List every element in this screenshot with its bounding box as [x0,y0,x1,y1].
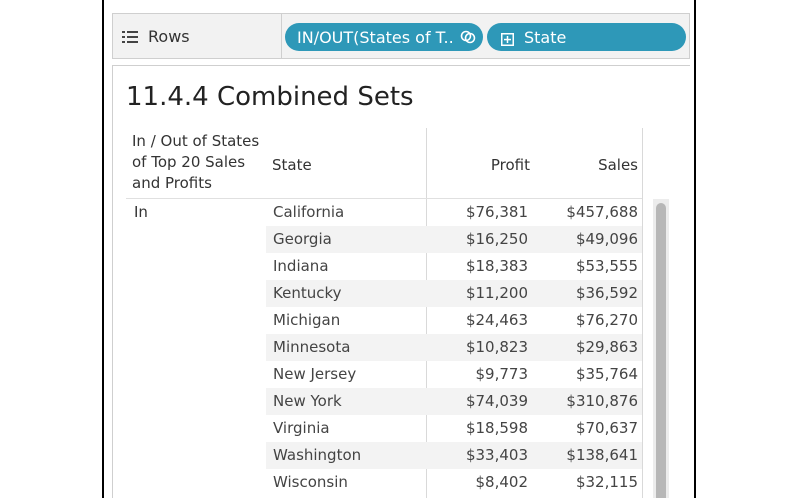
state-cell: Virginia [273,419,330,437]
profit-cell: $24,463 [465,311,528,329]
table-row[interactable]: Virginia $18,598 $70,637 [266,415,642,442]
profit-cell: $18,383 [465,257,528,275]
sales-cell: $53,555 [575,257,638,275]
state-cell: Indiana [273,257,329,275]
group-label: In [134,203,148,221]
column-header-inout: In / Out of States of Top 20 Sales and P… [132,132,260,192]
divider [642,128,643,498]
profit-cell: $18,598 [465,419,528,437]
table-body: California $76,381 $457,688 Georgia $16,250 $… [266,199,642,496]
table-row[interactable]: California $76,381 $457,688 [266,199,642,226]
rows-list-icon [122,29,138,43]
sales-cell: $29,863 [575,338,638,356]
table-row[interactable]: New York $74,039 $310,876 [266,388,642,415]
sales-cell: $32,115 [575,473,638,491]
table-row[interactable]: New Jersey $9,773 $35,764 [266,361,642,388]
scrollbar-thumb[interactable] [656,203,666,498]
table-row[interactable]: Minnesota $10,823 $29,863 [266,334,642,361]
column-header-profit: Profit [490,156,530,174]
expand-plus-icon [501,31,514,46]
set-pill[interactable]: IN/OUT(States of T.. [285,23,483,51]
rows-shelf: Rows IN/OUT(States of T.. State [112,13,690,59]
table-row[interactable]: Wisconsin $8,402 $32,115 [266,469,642,496]
sales-cell: $35,764 [575,365,638,383]
state-pill-label: State [524,27,567,47]
sales-cell: $310,876 [566,392,638,410]
state-cell: Minnesota [273,338,351,356]
column-header-state: State [272,156,312,174]
tableau-worksheet: Rows IN/OUT(States of T.. State [102,0,696,498]
column-header-sales: Sales [598,156,638,174]
sales-cell: $457,688 [566,203,638,221]
profit-cell: $10,823 [465,338,528,356]
divider [426,128,427,498]
profit-cell: $11,200 [465,284,528,302]
profit-cell: $33,403 [465,446,528,464]
profit-cell: $9,773 [475,365,529,383]
rows-label: Rows [148,26,190,46]
sales-cell: $76,270 [575,311,638,329]
profit-cell: $8,402 [475,473,529,491]
set-pill-label: IN/OUT(States of T.. [297,27,454,47]
sales-cell: $70,637 [575,419,638,437]
table-row[interactable]: Kentucky $11,200 $36,592 [266,280,642,307]
profit-cell: $16,250 [465,230,528,248]
state-cell: New York [273,392,342,410]
state-cell: Georgia [273,230,332,248]
state-cell: New Jersey [273,365,357,383]
state-pill[interactable]: State [487,23,686,51]
table-row[interactable]: Georgia $16,250 $49,096 [266,226,642,253]
state-cell: California [273,203,345,221]
state-cell: Wisconsin [273,473,348,491]
sales-cell: $138,641 [566,446,638,464]
sales-cell: $49,096 [575,230,638,248]
state-cell: Washington [273,446,362,464]
table-row[interactable]: Michigan $24,463 $76,270 [266,307,642,334]
viz-area [112,65,690,498]
sales-cell: $36,592 [575,284,638,302]
profit-cell: $76,381 [465,203,528,221]
table-row[interactable]: Indiana $18,383 $53,555 [266,253,642,280]
header-divider [126,198,642,199]
rows-shelf-label: Rows [113,14,282,58]
sheet-title: 11.4.4 Combined Sets [126,82,414,112]
table-row[interactable]: Washington $33,403 $138,641 [266,442,642,469]
state-cell: Michigan [273,311,341,329]
profit-cell: $74,039 [465,392,528,410]
combined-set-icon [460,29,476,45]
state-cell: Kentucky [273,284,342,302]
